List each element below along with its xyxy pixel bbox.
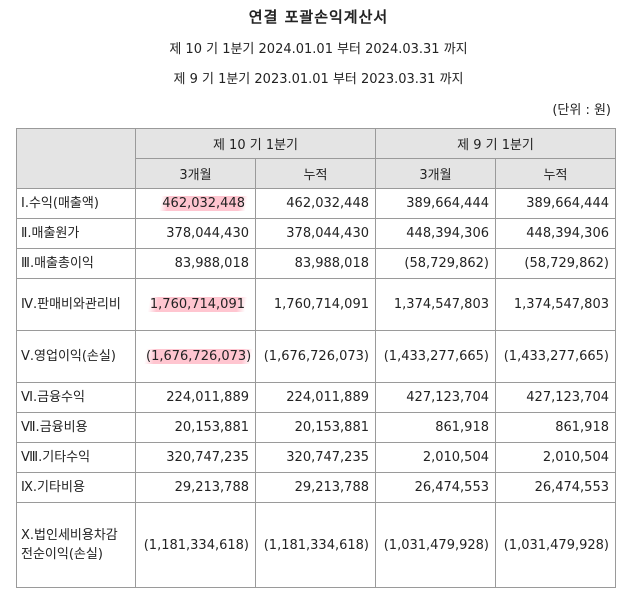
- value-cell: 320,747,235: [255, 442, 376, 473]
- value-cell: 378,044,430: [135, 218, 256, 249]
- table-row: Ⅱ.매출원가 378,044,430 378,044,430 448,394,3…: [16, 218, 616, 249]
- value-cell: 2,010,504: [375, 442, 496, 473]
- value-cell: 427,123,704: [495, 382, 616, 413]
- value-cell: 29,213,788: [135, 472, 256, 503]
- row-label: Ⅱ.매출원가: [16, 218, 136, 249]
- header-prior-cumulative: 누적: [495, 158, 616, 189]
- header-current-period: 제 10 기 1분기: [135, 128, 376, 159]
- value-cell: 462,032,448: [255, 188, 376, 219]
- value-cell: 427,123,704: [375, 382, 496, 413]
- value-cell: 83,988,018: [135, 248, 256, 279]
- header-prior-three-month: 3개월: [375, 158, 496, 189]
- highlighted-value: (1,676,726,073): [142, 349, 255, 364]
- table-row: Ⅹ.법인세비용차감전순이익(손실) (1,181,334,618) (1,181…: [16, 502, 616, 588]
- value-cell: 20,153,881: [255, 412, 376, 443]
- header-current-cumulative: 누적: [255, 158, 376, 189]
- unit-label: (단위 : 원): [552, 103, 611, 118]
- value-cell: (1,181,334,618): [255, 502, 376, 588]
- row-label: Ⅰ.수익(매출액): [16, 188, 136, 219]
- value-cell: (1,433,277,665): [495, 330, 616, 383]
- value-cell: (58,729,862): [495, 248, 616, 279]
- value-cell: 1,374,547,803: [495, 278, 616, 331]
- value-cell: 389,664,444: [375, 188, 496, 219]
- value-cell: 861,918: [375, 412, 496, 443]
- table-row: Ⅶ.금융비용 20,153,881 20,153,881 861,918 861…: [16, 412, 616, 443]
- value-cell: 1,374,547,803: [375, 278, 496, 331]
- row-label: Ⅷ.기타수익: [16, 442, 136, 473]
- income-statement-table: 제 10 기 1분기 제 9 기 1분기 3개월 누적 3개월 누적 Ⅰ.수익(…: [16, 128, 616, 588]
- value-cell: (1,676,726,073): [135, 330, 256, 383]
- row-label: Ⅹ.법인세비용차감전순이익(손실): [16, 502, 136, 588]
- statement-title: 연결 포괄손익계산서: [248, 8, 389, 26]
- table-row: Ⅳ.판매비와관리비 1,760,714,091 1,760,714,091 1,…: [16, 278, 616, 331]
- header-corner: [16, 128, 136, 189]
- value-cell: (1,433,277,665): [375, 330, 496, 383]
- value-cell: 26,474,553: [375, 472, 496, 503]
- value-cell: (1,031,479,928): [375, 502, 496, 588]
- value-cell: 448,394,306: [375, 218, 496, 249]
- value-cell: 320,747,235: [135, 442, 256, 473]
- row-label: Ⅸ.기타비용: [16, 472, 136, 503]
- table-row: Ⅰ.수익(매출액) 462,032,448 462,032,448 389,66…: [16, 188, 616, 219]
- table-row: Ⅴ.영업이익(손실) (1,676,726,073) (1,676,726,07…: [16, 330, 616, 383]
- value-cell: 1,760,714,091: [135, 278, 256, 331]
- value-cell: 1,760,714,091: [255, 278, 376, 331]
- value-cell: 2,010,504: [495, 442, 616, 473]
- value-cell: (58,729,862): [375, 248, 496, 279]
- row-label: Ⅵ.금융수익: [16, 382, 136, 413]
- table-row: Ⅸ.기타비용 29,213,788 29,213,788 26,474,553 …: [16, 472, 616, 503]
- row-label: Ⅲ.매출총이익: [16, 248, 136, 279]
- table-row: Ⅷ.기타수익 320,747,235 320,747,235 2,010,504…: [16, 442, 616, 473]
- value-cell: 224,011,889: [135, 382, 256, 413]
- value-cell: 861,918: [495, 412, 616, 443]
- value-cell: 224,011,889: [255, 382, 376, 413]
- value-cell: 26,474,553: [495, 472, 616, 503]
- value-cell: 20,153,881: [135, 412, 256, 443]
- header-current-three-month: 3개월: [135, 158, 256, 189]
- value-cell: 389,664,444: [495, 188, 616, 219]
- value-cell: 83,988,018: [255, 248, 376, 279]
- table-row: Ⅲ.매출총이익 83,988,018 83,988,018 (58,729,86…: [16, 248, 616, 279]
- period-current: 제 10 기 1분기 2024.01.01 부터 2024.03.31 까지: [169, 42, 468, 57]
- period-prior: 제 9 기 1분기 2023.01.01 부터 2023.03.31 까지: [173, 72, 464, 87]
- value-cell: (1,676,726,073): [255, 330, 376, 383]
- value-cell: (1,031,479,928): [495, 502, 616, 588]
- value-cell: 462,032,448: [135, 188, 256, 219]
- highlighted-value: 462,032,448: [158, 196, 249, 211]
- row-label: Ⅶ.금융비용: [16, 412, 136, 443]
- row-label: Ⅳ.판매비와관리비: [16, 278, 136, 331]
- value-cell: (1,181,334,618): [135, 502, 256, 588]
- row-label: Ⅴ.영업이익(손실): [16, 330, 136, 383]
- header-prior-period: 제 9 기 1분기: [375, 128, 616, 159]
- highlighted-value: 1,760,714,091: [145, 297, 249, 312]
- value-cell: 29,213,788: [255, 472, 376, 503]
- value-cell: 448,394,306: [495, 218, 616, 249]
- table-row: Ⅵ.금융수익 224,011,889 224,011,889 427,123,7…: [16, 382, 616, 413]
- value-cell: 378,044,430: [255, 218, 376, 249]
